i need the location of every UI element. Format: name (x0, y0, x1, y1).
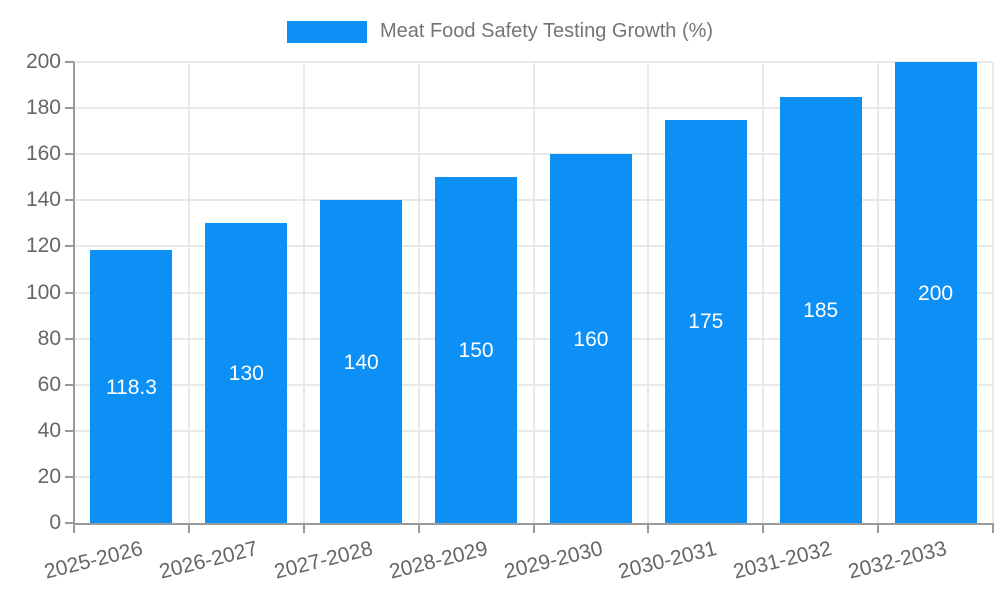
bar-value-label: 160 (573, 327, 609, 351)
x-gridline (302, 62, 305, 523)
x-gridline (532, 62, 535, 523)
bar-value-label: 185 (803, 298, 839, 322)
bar[interactable] (664, 119, 747, 523)
x-axis-tick-label: 2031-2032 (731, 537, 835, 584)
y-axis-tick (65, 383, 74, 386)
y-axis-line (73, 62, 75, 525)
x-axis-tick-label: 2029-2030 (501, 537, 605, 584)
bar[interactable] (205, 223, 288, 523)
x-axis-tick-label: 2028-2029 (386, 537, 490, 584)
y-axis-tick (65, 61, 74, 63)
y-axis-tick-label: 80 (37, 326, 61, 350)
x-axis-tick-label: 2025-2026 (41, 537, 146, 584)
bar-value-label: 130 (228, 362, 264, 386)
x-gridline (187, 62, 190, 523)
x-axis-tick (187, 523, 190, 533)
y-axis-tick-label: 140 (25, 188, 61, 212)
x-axis-tick (647, 523, 650, 533)
bar-value-label: 140 (343, 350, 379, 374)
y-axis-tick (65, 291, 74, 294)
x-axis-tick (992, 523, 994, 533)
x-axis-tick-label: 2026-2027 (156, 537, 260, 584)
y-axis-tick-label: 60 (37, 372, 61, 396)
y-axis-tick (65, 429, 74, 432)
x-gridline (992, 62, 994, 523)
y-axis-tick (65, 153, 74, 156)
bar[interactable] (320, 200, 403, 523)
x-axis-tick (417, 523, 420, 533)
y-axis-tick-label: 20 (37, 464, 61, 488)
x-gridline (762, 62, 765, 523)
x-axis-tick (73, 523, 75, 533)
chart-legend[interactable]: Meat Food Safety Testing Growth (%) (0, 20, 1000, 43)
bar-value-label: 118.3 (105, 375, 157, 399)
y-axis-tick (65, 107, 74, 110)
y-axis-tick (65, 475, 74, 478)
x-axis-tick (532, 523, 535, 533)
bar-value-label: 200 (918, 281, 954, 305)
y-axis-tick-label: 180 (25, 96, 61, 120)
x-axis-tick (877, 523, 880, 533)
x-axis-line (74, 523, 993, 525)
y-axis-tick-label: 0 (49, 511, 61, 534)
bar-value-label: 150 (458, 339, 494, 363)
y-axis-tick (65, 337, 74, 340)
y-axis-tick-label: 120 (25, 234, 61, 258)
y-axis-tick (65, 245, 74, 248)
x-axis-tick-label: 2032-2033 (846, 537, 950, 584)
bar[interactable] (549, 154, 632, 523)
y-axis-tick (65, 522, 74, 524)
x-gridline (877, 62, 880, 523)
bar[interactable] (779, 96, 862, 523)
x-gridline (417, 62, 420, 523)
bar[interactable] (90, 250, 173, 523)
bar-value-label: 175 (688, 310, 724, 334)
y-axis-tick-label: 40 (37, 418, 61, 442)
x-axis-tick (762, 523, 765, 533)
bar[interactable] (894, 62, 977, 523)
legend-label: Meat Food Safety Testing Growth (%) (379, 20, 714, 42)
x-axis-tick (302, 523, 305, 533)
y-axis-tick-label: 100 (25, 280, 61, 304)
bar[interactable] (435, 177, 518, 523)
x-axis-tick-label: 2030-2031 (616, 537, 720, 584)
legend-swatch-icon (286, 20, 367, 43)
y-axis-tick (65, 199, 74, 202)
x-gridline (647, 62, 650, 523)
y-axis-tick-label: 200 (25, 50, 61, 73)
y-axis-tick-label: 160 (25, 142, 61, 166)
x-axis-tick-label: 2027-2028 (271, 537, 375, 584)
